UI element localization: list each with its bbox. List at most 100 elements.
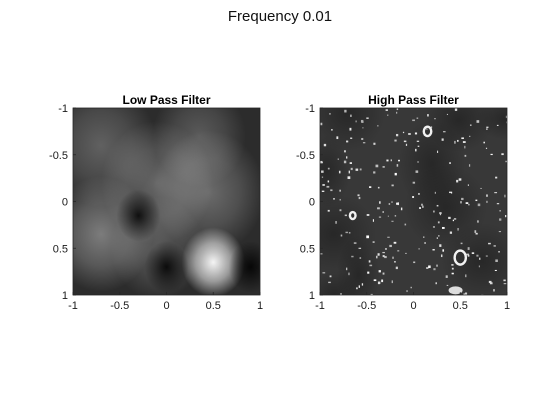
speckle bbox=[449, 191, 452, 194]
speckle bbox=[356, 287, 358, 290]
speckle bbox=[377, 281, 381, 285]
speckle bbox=[451, 272, 454, 275]
speckle bbox=[366, 214, 370, 216]
x-tick-label: 0.5 bbox=[206, 300, 221, 312]
speckle bbox=[503, 283, 507, 285]
speckle bbox=[331, 129, 333, 131]
y-tick-label: -1 bbox=[58, 103, 68, 115]
y-tick-label: 0 bbox=[62, 197, 68, 209]
y-tick-label: 0 bbox=[309, 197, 315, 209]
speckle bbox=[378, 216, 382, 218]
image-high-pass bbox=[320, 108, 507, 295]
speckle bbox=[436, 204, 439, 207]
x-tick-label: 1 bbox=[504, 300, 510, 312]
speckle bbox=[443, 131, 446, 133]
speckle bbox=[339, 198, 341, 201]
speckle bbox=[373, 142, 376, 145]
speckle bbox=[415, 148, 417, 152]
speckle bbox=[403, 140, 407, 143]
speckle bbox=[457, 227, 459, 231]
speckle bbox=[476, 254, 479, 257]
speckle bbox=[333, 198, 335, 200]
speckle bbox=[486, 194, 488, 197]
x-tick-label: 0 bbox=[410, 300, 416, 312]
speckle bbox=[357, 194, 360, 197]
speckle bbox=[451, 264, 454, 266]
speckle bbox=[421, 203, 423, 206]
speckle bbox=[467, 184, 469, 186]
speckle bbox=[442, 249, 445, 252]
speckle bbox=[456, 179, 459, 183]
speckle bbox=[405, 143, 408, 146]
speckle bbox=[396, 111, 398, 114]
speckle bbox=[405, 252, 407, 254]
speckle bbox=[406, 290, 408, 293]
speckle bbox=[370, 293, 373, 295]
speckle bbox=[381, 279, 384, 283]
speckle bbox=[467, 247, 470, 250]
speckle bbox=[423, 236, 425, 238]
speckle bbox=[323, 143, 327, 147]
speckle bbox=[446, 113, 449, 115]
speckle bbox=[328, 281, 331, 284]
speckle bbox=[321, 176, 324, 178]
speckle bbox=[382, 166, 385, 168]
speckle bbox=[486, 200, 488, 203]
speckle bbox=[460, 242, 463, 245]
speckle bbox=[404, 223, 407, 226]
speckle bbox=[358, 196, 361, 200]
speckle bbox=[336, 136, 339, 140]
speckle bbox=[493, 289, 495, 292]
speckle bbox=[384, 248, 387, 250]
speckle bbox=[375, 255, 378, 259]
dark-region bbox=[116, 189, 161, 242]
speckle bbox=[385, 109, 388, 111]
speckle bbox=[465, 202, 469, 204]
speckle bbox=[387, 236, 390, 238]
speckle bbox=[425, 128, 428, 130]
y-tick-label: 0.5 bbox=[300, 243, 315, 255]
bright-ring bbox=[348, 210, 357, 221]
speckle bbox=[361, 137, 364, 141]
speckle bbox=[322, 184, 325, 186]
speckle bbox=[397, 159, 400, 162]
speckle bbox=[396, 164, 399, 167]
bright-patch bbox=[448, 286, 463, 295]
speckle bbox=[412, 181, 416, 184]
speckle bbox=[434, 191, 437, 194]
speckle bbox=[475, 232, 478, 235]
speckle bbox=[465, 274, 467, 278]
speckle bbox=[426, 267, 429, 269]
speckle bbox=[359, 257, 362, 259]
speckle bbox=[449, 231, 453, 234]
speckle bbox=[418, 193, 420, 195]
speckle bbox=[505, 160, 507, 163]
speckle bbox=[499, 218, 502, 221]
speckle bbox=[469, 135, 471, 137]
speckle bbox=[458, 178, 462, 181]
speckle bbox=[335, 221, 337, 224]
speckle bbox=[372, 241, 375, 243]
speckle bbox=[446, 284, 449, 286]
speckle bbox=[349, 127, 352, 131]
speckle bbox=[391, 280, 393, 284]
speckle bbox=[353, 242, 357, 244]
x-tick-label: -0.5 bbox=[110, 300, 129, 312]
bright-ring bbox=[422, 125, 433, 138]
intensity-blob bbox=[73, 108, 158, 208]
speckle bbox=[486, 128, 488, 131]
speckle bbox=[361, 283, 364, 286]
speckle bbox=[495, 259, 498, 263]
speckle bbox=[329, 275, 332, 278]
speckle bbox=[392, 256, 394, 259]
speckle bbox=[344, 214, 347, 217]
speckle bbox=[373, 171, 376, 174]
speckle bbox=[346, 156, 348, 159]
speckle bbox=[488, 242, 491, 245]
speckle bbox=[452, 219, 455, 222]
speckle bbox=[464, 292, 468, 295]
speckle bbox=[346, 267, 348, 271]
speckle bbox=[485, 147, 488, 149]
speckle bbox=[396, 202, 399, 205]
